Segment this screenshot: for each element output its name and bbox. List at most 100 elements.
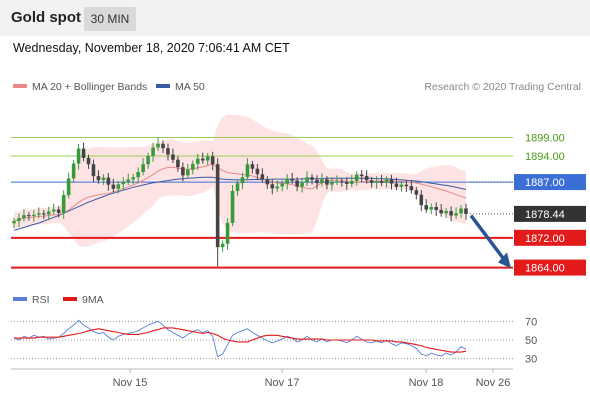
candle-body [51,209,56,212]
candle-body [76,148,81,164]
candle-body [344,182,349,184]
candle-body [205,156,210,161]
level-labels: 1899.00 1894.00 1887.00 1878.44 1872.00 1864.… [514,132,586,276]
candle-body [81,148,86,158]
candle-body [379,180,384,183]
candle-body [419,194,424,206]
candle-body [195,158,200,164]
candle-body [270,184,275,189]
candle-body [161,143,165,149]
candle-body [131,177,136,180]
candle-body [459,208,463,214]
price-legend: MA 20 + Bollinger Bands MA 50 [13,81,205,93]
candle-body [66,178,71,196]
candle-body [171,154,175,160]
candle-body [464,208,468,214]
candle-body [86,157,91,165]
candle-body [215,164,220,248]
rsi-tick-label: 70 [525,316,537,328]
bollinger-band-area [14,114,466,247]
candle-body [42,213,46,215]
candle-body [220,243,225,248]
candle-body [320,179,324,184]
level-label: 1878.44 [525,209,565,221]
x-tick-label: Nov 15 [113,377,148,389]
candle-body [409,186,414,191]
ma20-legend-swatch [13,84,27,88]
candle-body [141,164,145,173]
rsi-ma-legend-swatch [63,297,77,301]
level-label-box [514,229,586,246]
level-label: 1872.00 [525,233,565,245]
candle-body [116,184,121,189]
candle-body [126,179,131,182]
candle-body [369,180,374,183]
candle-body [265,179,270,185]
report-datetime: Wednesday, November 18, 2020 7:06:41 AM … [13,41,290,55]
candle-body [444,211,448,214]
candle-body [166,148,170,155]
candle-body [300,182,304,187]
candle-body [151,147,155,157]
candle-body [454,213,458,216]
candle-body [429,206,434,210]
ma50-legend-label: MA 50 [175,81,205,93]
candle-body [295,180,299,187]
candle-body [32,214,36,216]
research-credit: Research © 2020 Trading Central [424,81,581,93]
rsi-legend-swatch [13,297,27,301]
header-bar: Gold spot 30 MIN [0,0,590,36]
x-tick-label: Nov 18 [409,377,444,389]
candle-body [290,178,294,181]
candle-body [359,174,364,177]
rsi-legend-label: RSI [32,294,50,306]
candle-body [354,174,359,181]
candle-body [285,178,289,184]
candle-body [17,218,21,222]
candle-body [22,215,26,219]
candle-body [340,181,344,183]
candle-body [305,177,309,183]
rsi-line [13,319,467,358]
x-tick-label: Nov 17 [265,377,300,389]
candle-body [250,164,255,169]
candle-body [449,211,453,216]
bollinger-band-fill [14,114,466,247]
candle-body [71,163,76,179]
candle-body [210,156,215,165]
candle-body [275,186,280,189]
candle-body [310,177,314,180]
rsi-ma-line [14,327,467,353]
forecast-arrow [469,214,511,269]
candle-body [315,179,319,184]
level-label-box [514,205,586,222]
candle-body [325,179,329,185]
candle-body [235,183,240,191]
candle-body [335,181,339,183]
level-label: 1887.00 [525,177,565,189]
candle-body [106,177,111,185]
candle-body [364,176,369,181]
ma20-legend-label: MA 20 + Bollinger Bands [32,81,147,93]
candle-body [394,183,399,187]
instrument-title: Gold spot [11,9,81,26]
candle-body [434,206,438,210]
candlesticks [12,137,468,267]
candle-body [121,181,126,185]
candle-body [439,209,443,214]
timeframe-badge[interactable]: 30 MIN [84,7,136,31]
candle-body [255,168,260,175]
candle-body [111,184,116,189]
candle-body [46,211,51,215]
candle-body [349,180,354,184]
rsi-ma-legend-label: 9MA [82,294,104,306]
candle-body [424,205,429,210]
forecast-arrow-shaft [469,214,506,261]
level-label-box [514,259,586,276]
x-tick-label: Nov 26 [476,377,511,389]
candle-body [230,190,235,223]
candle-body [389,179,394,184]
ma50-line [13,176,467,231]
candle-body [374,180,379,183]
candle-body [91,164,96,177]
